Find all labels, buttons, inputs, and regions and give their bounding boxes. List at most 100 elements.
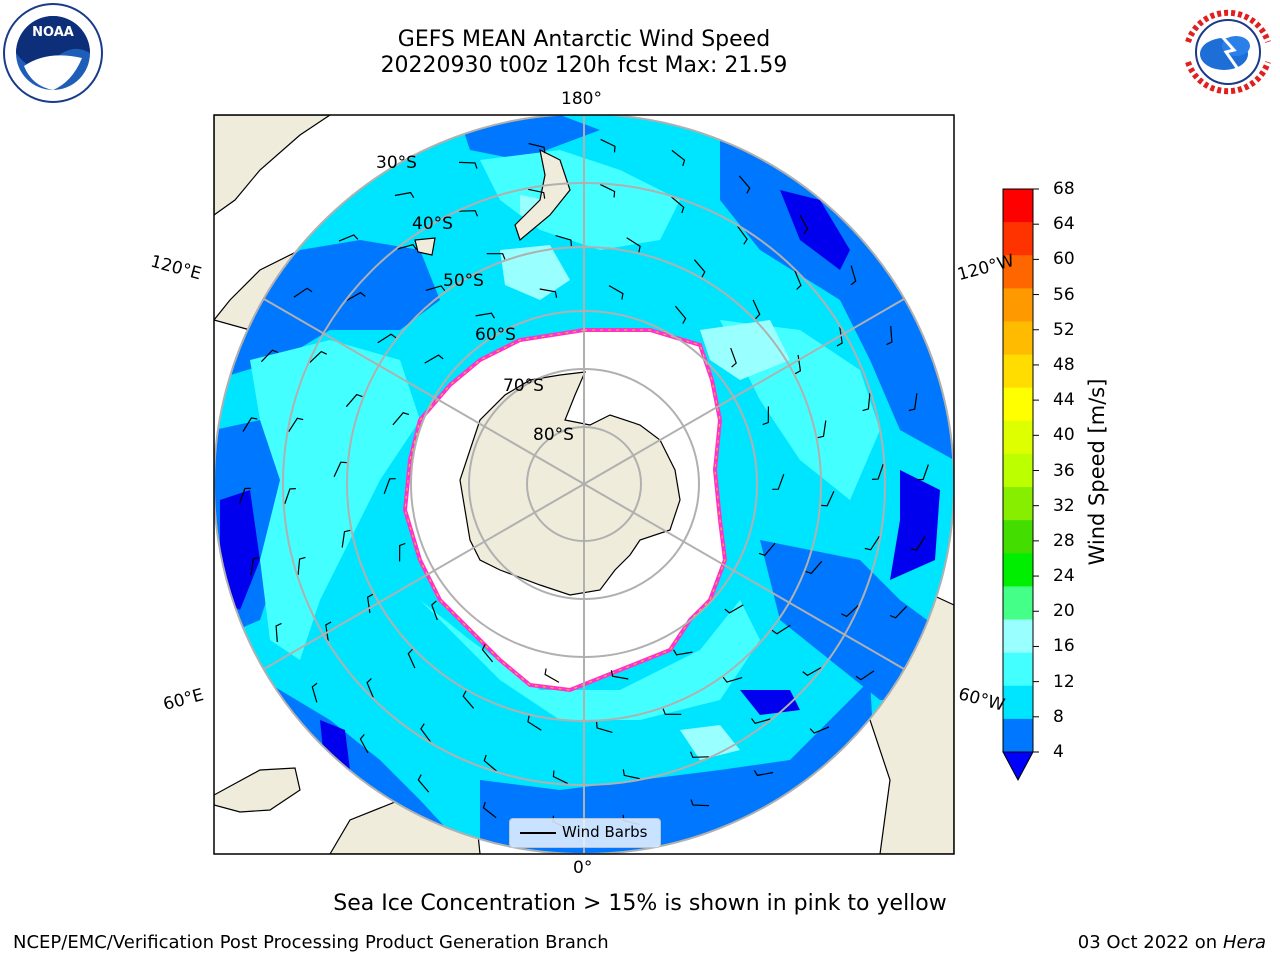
footer-date-text: 03 Oct 2022 on xyxy=(1077,932,1223,953)
colorbar-tick-label: 68 xyxy=(1053,179,1075,199)
wind-barb xyxy=(544,668,560,683)
wind-barb xyxy=(864,535,880,551)
wind-barb xyxy=(311,682,318,703)
wind-barb xyxy=(626,237,641,253)
wind-barb xyxy=(752,299,761,320)
wind-barb xyxy=(345,393,363,408)
map-legend: Wind Barbs xyxy=(509,818,661,848)
wind-barb xyxy=(809,726,830,734)
lat-label-40s: 40°S xyxy=(412,214,453,234)
colorbar-segment xyxy=(1003,189,1033,223)
wind-barb xyxy=(674,305,687,324)
wind-barb xyxy=(821,490,835,507)
wind-barb xyxy=(309,350,327,364)
wind-barb xyxy=(424,354,444,364)
wind-barb xyxy=(610,670,629,680)
wind-barb xyxy=(817,420,827,439)
wind-barb xyxy=(836,327,843,347)
colorbar-tick-label: 20 xyxy=(1053,601,1075,622)
lat-label-70s: 70°S xyxy=(503,376,544,396)
wind-barb xyxy=(481,644,494,663)
wind-barb xyxy=(855,670,875,681)
colorbar-segment xyxy=(1003,619,1033,654)
colorbar-tick-label: 52 xyxy=(1053,319,1075,340)
colorbar-tick-label: 60 xyxy=(1053,249,1075,270)
wind-barb xyxy=(889,605,908,619)
wind-barb xyxy=(596,721,613,733)
wind-barb xyxy=(872,463,884,480)
wind-barb xyxy=(407,648,416,669)
wind-barb xyxy=(527,188,546,199)
wind-barb xyxy=(333,461,347,478)
wind-barb xyxy=(794,270,802,290)
colorbar-extend-arrow xyxy=(1002,751,1034,782)
colorbar-segment xyxy=(1003,222,1033,256)
colorbar-tick-label: 44 xyxy=(1053,390,1075,411)
graticule xyxy=(214,115,954,854)
legend-label: Wind Barbs xyxy=(562,823,648,841)
lat-label-50s: 50°S xyxy=(443,271,484,291)
wind-barb xyxy=(622,769,641,780)
map-title: GEFS MEAN Antarctic Wind Speed xyxy=(397,27,771,52)
wind-barb xyxy=(486,253,506,260)
wind-barb xyxy=(730,347,737,368)
wind-barb xyxy=(325,621,332,641)
colorbar-segment xyxy=(1003,586,1033,621)
antarctica xyxy=(459,371,681,596)
wind-barb xyxy=(910,536,926,551)
wind-barb xyxy=(917,464,929,481)
colorbar-tick-label: 8 xyxy=(1053,706,1064,727)
map-subtitle: 20220930 t00z 120h fcst Max: 21.59 xyxy=(380,53,788,78)
wind-barb xyxy=(239,487,251,504)
colorbar-segment xyxy=(1003,718,1033,753)
wind-barb xyxy=(552,770,569,785)
colorbar-tick-label: 56 xyxy=(1053,284,1075,305)
wind-barb xyxy=(805,560,823,575)
wind-barb xyxy=(724,604,744,614)
nws-logo xyxy=(1181,5,1275,99)
colorbar-segment xyxy=(1003,420,1033,455)
lon-label-180: 180° xyxy=(561,89,602,109)
wind-barbs xyxy=(239,138,929,830)
wind-barb xyxy=(599,183,616,198)
wind-barb xyxy=(690,799,710,807)
wind-barb xyxy=(802,666,822,677)
wind-barb xyxy=(284,488,296,505)
wind-barb xyxy=(693,259,706,278)
wind-barb xyxy=(359,734,369,754)
wind-barb xyxy=(762,406,769,426)
colorbar-tick-label: 64 xyxy=(1053,214,1075,235)
wind-barb xyxy=(341,529,351,548)
wind-barb xyxy=(242,417,258,432)
lat-label-80s: 80°S xyxy=(533,425,574,445)
lat-label-60s: 60°S xyxy=(475,325,516,345)
wind-barb xyxy=(377,333,397,344)
wind-barb xyxy=(671,196,685,214)
wind-barb xyxy=(672,649,693,656)
wind-barb xyxy=(737,225,748,245)
colorbar-segment xyxy=(1003,520,1033,554)
colorbar-segment xyxy=(1003,453,1033,488)
wind-barb xyxy=(850,265,857,286)
wind-barb xyxy=(338,234,359,242)
wind-barb xyxy=(275,622,282,642)
footer-branch: NCEP/EMC/Verification Post Processing Pr… xyxy=(13,932,609,953)
wind-barb xyxy=(394,191,415,199)
colorbar-tick-label: 4 xyxy=(1053,742,1064,762)
wind-barb xyxy=(483,754,497,772)
wind-barb xyxy=(662,708,682,715)
wind-barb xyxy=(383,478,396,495)
colorbar-segment xyxy=(1003,553,1033,587)
wind-barb xyxy=(346,291,366,302)
wind-barb xyxy=(482,801,497,819)
wind-barb xyxy=(459,210,479,217)
wind-barb xyxy=(475,312,496,319)
colorbar-segment xyxy=(1003,354,1033,389)
wind-barb xyxy=(288,417,304,433)
colorbar-tick-label: 16 xyxy=(1053,636,1075,657)
wind-barb xyxy=(420,723,431,743)
svg-text:NOAA: NOAA xyxy=(32,25,74,40)
wind-barb xyxy=(772,473,785,490)
colorbar-label: Wind Speed [m/s] xyxy=(1085,378,1109,566)
